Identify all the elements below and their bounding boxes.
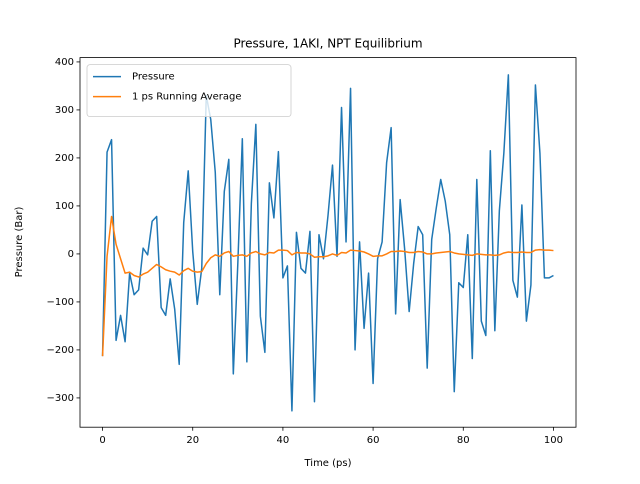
x-axis-label: Time (ps) <box>303 458 351 469</box>
axes-frame <box>79 57 577 428</box>
x-tick-label: 80 <box>457 435 470 446</box>
data-line <box>101 74 554 412</box>
chart-title: Pressure, 1AKI, NPT Equilibrium <box>233 37 422 51</box>
y-tick-label: 0 <box>68 249 74 260</box>
legend-label: Pressure <box>132 72 175 83</box>
y-axis-label: Pressure (Bar) <box>14 207 25 278</box>
y-tick-label: 200 <box>55 153 74 164</box>
y-tick-label: 400 <box>55 57 74 68</box>
y-tick-label: −100 <box>47 297 74 308</box>
y-tick-label: −200 <box>47 345 74 356</box>
data-line <box>101 215 554 357</box>
x-tick-label: 0 <box>99 435 105 446</box>
legend-label: 1 ps Running Average <box>132 92 242 103</box>
legend-box <box>86 64 292 117</box>
x-tick-label: 40 <box>277 435 290 446</box>
x-tick-label: 60 <box>367 435 380 446</box>
x-tick-label: 20 <box>186 435 199 446</box>
y-tick-label: 100 <box>55 201 74 212</box>
y-tick-label: 300 <box>55 105 74 116</box>
y-tick-label: −300 <box>47 393 74 404</box>
x-tick-label: 100 <box>544 435 563 446</box>
